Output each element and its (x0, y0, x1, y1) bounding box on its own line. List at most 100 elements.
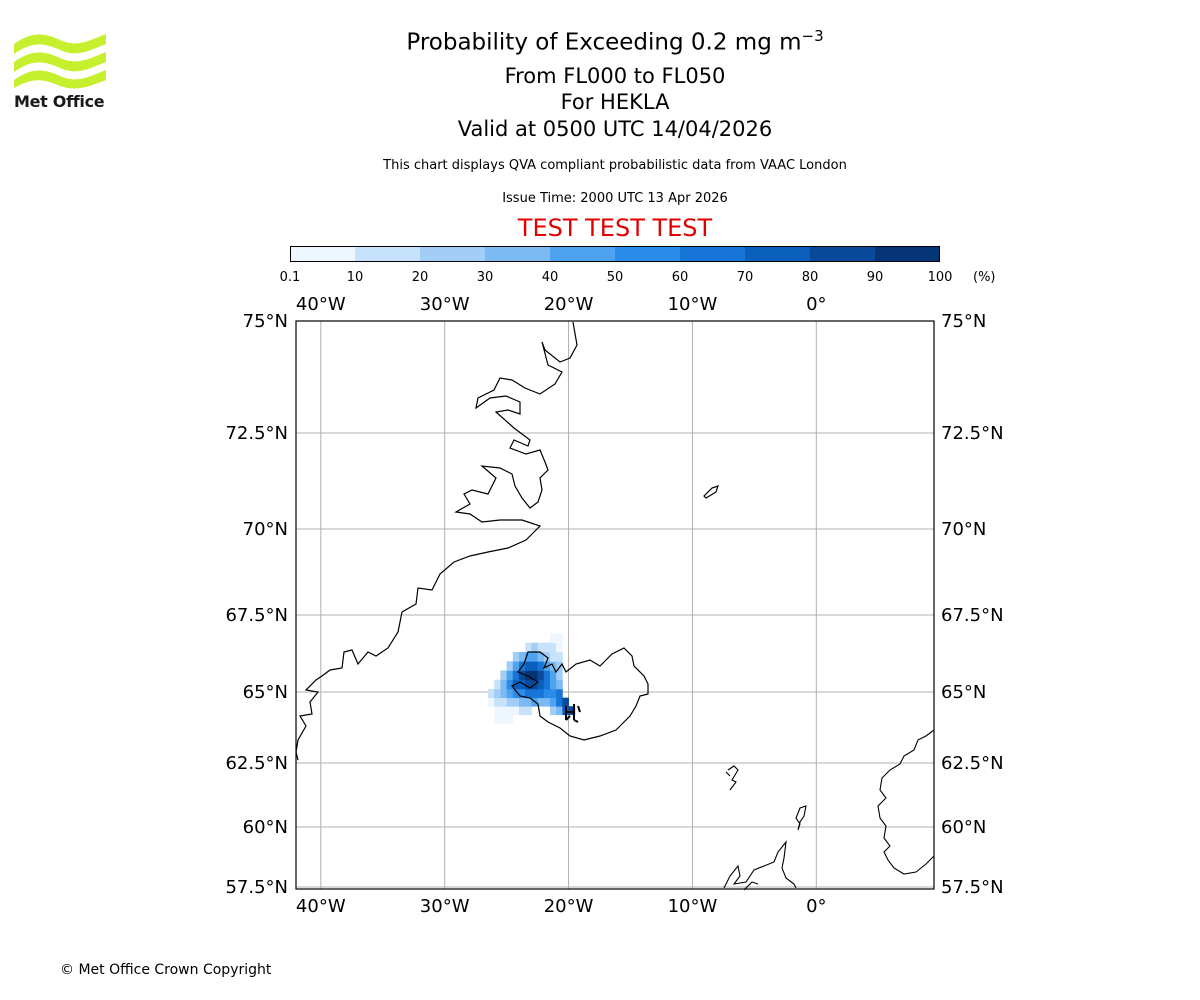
heatmap-cell (506, 688, 514, 699)
heatmap-cell (531, 661, 538, 671)
latitude-label-right: 57.5°N (941, 877, 1004, 898)
heatmap-cell (506, 679, 514, 690)
coastlines (295, 321, 935, 891)
colorbar (290, 246, 940, 262)
heatmap-cell (525, 697, 532, 707)
heatmap-cell (556, 661, 563, 671)
latitude-label-left: 72.5°N (225, 423, 288, 444)
latitude-label-left: 67.5°N (225, 605, 288, 626)
latitude-label-right: 67.5°N (941, 605, 1004, 626)
colorbar-segment (550, 246, 616, 262)
longitude-label-bottom: 20°W (544, 896, 594, 917)
heatmap-cell (549, 670, 557, 681)
chart-title: Probability of Exceeding 0.2 mg m−3 (406, 27, 824, 56)
issue-time: Issue Time: 2000 UTC 13 Apr 2026 (502, 191, 728, 206)
colorbar-tick-label: 70 (736, 270, 754, 285)
heatmap-cell (518, 651, 526, 662)
colorbar-tick-label: 80 (801, 270, 819, 285)
test-banner: TEST TEST TEST (517, 214, 713, 242)
longitude-label-bottom: 40°W (296, 896, 346, 917)
heatmap-cell (543, 670, 551, 681)
latitude-label-left: 57.5°N (225, 877, 288, 898)
heatmap-cell (500, 688, 508, 699)
colorbar-tick-label: 50 (606, 270, 624, 285)
colorbar-segment (810, 246, 876, 262)
heatmap-cell (500, 670, 508, 681)
heatmap-cell (537, 661, 545, 671)
valid-time: Valid at 0500 UTC 14/04/2026 (457, 117, 773, 141)
longitude-label-top: 30°W (420, 294, 470, 315)
coastline-shetland (795, 805, 807, 831)
colorbar-tick-label: 40 (541, 270, 559, 285)
heatmap-cell (556, 642, 563, 653)
heatmap-cell (494, 688, 501, 699)
longitude-label-bottom: 0° (806, 896, 826, 917)
heatmap-cell (512, 697, 520, 707)
colorbar-segment (355, 246, 421, 262)
heatmap-cell (500, 714, 508, 724)
heatmap-cell (506, 670, 514, 681)
met-office-logo-text: Met Office (14, 92, 105, 111)
heatmap-cell (512, 670, 520, 681)
colorbar-tick-label: 10 (346, 270, 364, 285)
latitude-label-right: 60°N (941, 817, 986, 838)
volcano-marker-icon (565, 704, 581, 723)
heatmap-cell (488, 697, 495, 707)
heatmap-cell (556, 670, 563, 681)
heatmap-cell (556, 633, 563, 644)
coastline-jan-mayen (703, 485, 719, 499)
longitude-label-top: 20°W (544, 294, 594, 315)
heatmap-cell (525, 688, 532, 699)
heatmap-cell (506, 706, 514, 716)
latitude-label-left: 75°N (243, 311, 288, 332)
heatmap-cell (494, 697, 501, 707)
heatmap-cell (556, 688, 563, 699)
colorbar-segment (875, 246, 940, 262)
heatmap-cell (537, 670, 545, 681)
colorbar-segment (290, 246, 356, 262)
heatmap-cell (537, 651, 545, 662)
heatmap-cell (518, 688, 526, 699)
met-office-waves-icon (14, 34, 106, 89)
coastline-iceland (511, 647, 649, 741)
heatmap-cell (556, 679, 563, 690)
heatmap-cell (568, 706, 576, 716)
longitude-label-bottom: 10°W (668, 896, 718, 917)
heatmap-cell (556, 697, 563, 707)
longitude-label-top: 10°W (668, 294, 718, 315)
heatmap-cell (543, 688, 551, 699)
colorbar-tick-label: 20 (411, 270, 429, 285)
heatmap-cell (543, 679, 551, 690)
latitude-label-left: 60°N (243, 817, 288, 838)
heatmap-cell (518, 706, 526, 716)
heatmap-cell (494, 714, 501, 724)
volcano-name: For HEKLA (560, 90, 670, 114)
coastline-scotland (723, 840, 797, 891)
colorbar-tick-label: 90 (866, 270, 884, 285)
heatmap-cell (549, 688, 557, 699)
longitude-label-bottom: 30°W (420, 896, 470, 917)
heatmap-cell (512, 688, 520, 699)
colorbar-tick-label: 60 (671, 270, 689, 285)
heatmap-cell (531, 651, 538, 662)
colorbar-segment (745, 246, 811, 262)
heatmap-cell (556, 651, 563, 662)
heatmap-cell (525, 679, 532, 690)
heatmap-cell (512, 661, 520, 671)
heatmap-cell (512, 706, 520, 716)
colorbar-segment (420, 246, 486, 262)
latitude-label-left: 70°N (243, 519, 288, 540)
heatmap-cell (506, 714, 514, 724)
colorbar-tick-label: 100 (927, 270, 953, 285)
copyright-notice: © Met Office Crown Copyright (60, 962, 272, 978)
heatmap-cell (531, 688, 538, 699)
heatmap-cell (549, 679, 557, 690)
coastline-greenland (295, 321, 578, 761)
colorbar-segment (680, 246, 746, 262)
longitude-label-top: 0° (806, 294, 826, 315)
latitude-label-right: 75°N (941, 311, 986, 332)
colorbar-tick-label: 0.1 (279, 270, 301, 285)
heatmap-cell (549, 642, 557, 653)
heatmap-cell (537, 679, 545, 690)
